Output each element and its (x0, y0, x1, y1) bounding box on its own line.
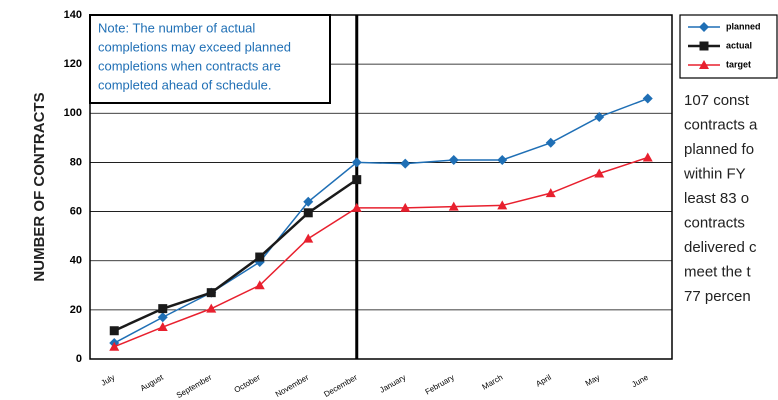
legend-label: planned (726, 21, 761, 31)
marker (351, 202, 362, 212)
marker (206, 303, 217, 313)
marker (109, 341, 120, 351)
x-tick-label: January (378, 373, 407, 395)
marker (157, 322, 168, 332)
side-text: within FY (683, 165, 746, 182)
marker (303, 208, 313, 218)
y-tick-label: 20 (70, 304, 82, 316)
y-tick-label: 60 (70, 205, 82, 217)
marker (497, 154, 508, 165)
side-text: delivered c (684, 239, 757, 256)
plot-frame (89, 14, 673, 360)
marker (303, 233, 314, 243)
marker (400, 202, 411, 212)
marker (255, 252, 265, 262)
marker (545, 188, 556, 198)
side-text: contracts (684, 214, 745, 231)
marker (642, 93, 653, 104)
side-text: meet the t (684, 263, 752, 280)
note-box (89, 14, 331, 104)
series-line (113, 97, 649, 344)
marker (594, 111, 605, 122)
marker (352, 175, 362, 185)
note-text: Note: The number of actual (98, 20, 255, 35)
marker (303, 196, 314, 207)
legend-label: target (726, 59, 751, 69)
x-tick-label: June (630, 372, 650, 389)
marker (158, 304, 168, 314)
marker (448, 201, 459, 211)
marker (400, 158, 411, 169)
x-tick-label: December (322, 373, 359, 399)
y-tick-label: 80 (70, 156, 82, 168)
side-text: 77 percen (684, 288, 751, 305)
marker (699, 60, 709, 69)
series-line (113, 156, 648, 348)
y-axis-label: NUMBER OF CONTRACTS (31, 92, 48, 281)
marker (254, 280, 265, 290)
note-text: completions when contracts are (98, 58, 281, 73)
marker (594, 168, 605, 178)
x-tick-label: February (424, 373, 456, 397)
marker (206, 288, 216, 298)
y-tick-label: 0 (76, 353, 82, 365)
marker (109, 326, 119, 336)
note-text: completed ahead of schedule. (98, 77, 271, 92)
x-tick-label: March (481, 373, 505, 392)
y-tick-label: 40 (70, 255, 82, 267)
marker (699, 41, 709, 51)
x-tick-label: April (534, 373, 553, 389)
note-text: completions may exceed planned (98, 39, 291, 54)
side-text: least 83 o (684, 190, 749, 207)
y-tick-label: 140 (64, 9, 82, 21)
marker (448, 154, 459, 165)
y-tick-label: 100 (64, 107, 82, 119)
marker (351, 157, 362, 168)
x-tick-label: May (584, 373, 602, 388)
x-tick-label: July (99, 373, 116, 388)
legend-label: actual (726, 40, 752, 50)
marker (699, 22, 709, 32)
marker (545, 137, 556, 148)
x-tick-label: October (233, 373, 262, 395)
x-tick-label: September (175, 373, 214, 400)
y-tick-label: 120 (64, 58, 82, 70)
side-text: 107 const (684, 92, 750, 109)
x-tick-label: August (139, 372, 166, 393)
series-line (113, 178, 358, 332)
marker (497, 200, 508, 210)
marker (642, 152, 653, 162)
x-tick-label: November (274, 373, 311, 399)
side-text: planned fo (684, 141, 754, 158)
side-text: contracts a (684, 116, 758, 133)
marker (157, 312, 168, 323)
